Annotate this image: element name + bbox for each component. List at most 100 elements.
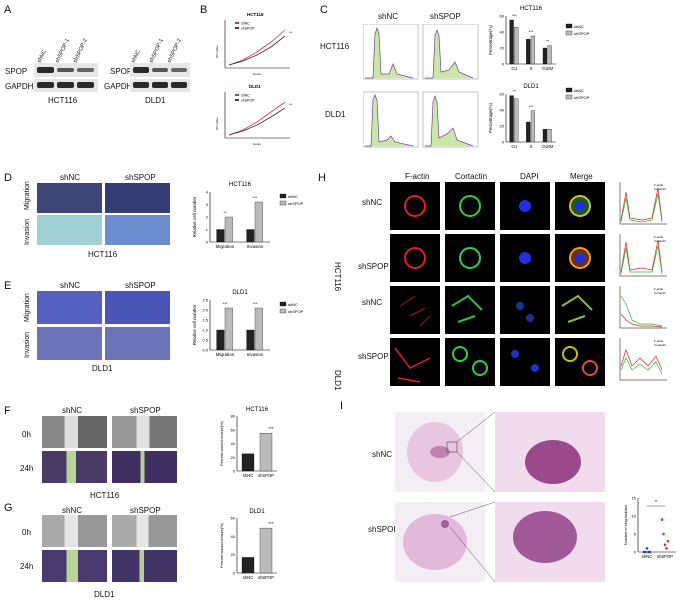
svg-text:**: ** [289, 30, 293, 35]
micrograph [37, 215, 102, 245]
bar [246, 229, 255, 243]
legend-swatch [235, 27, 239, 29]
svg-text:Cortactin: Cortactin [654, 291, 666, 295]
row-label: 0h [22, 528, 31, 537]
micrograph [42, 416, 107, 448]
x-tick-label: Invasion [247, 352, 264, 357]
row-label: Migration [24, 181, 31, 210]
profile-hct116-shnc: F-actin Cortactin [619, 182, 667, 225]
row-label: Invasion [24, 218, 31, 245]
confocal-grid [390, 182, 605, 386]
x-tick-label: S [529, 66, 532, 71]
x-axis-label: Hours [253, 72, 262, 76]
row-label: shSPOP [358, 352, 389, 361]
y-tick-label: 40 [231, 441, 236, 446]
significance-label: *** [268, 521, 274, 526]
row-label: Migration [24, 293, 31, 322]
y-tick-label: 1.5 [202, 318, 208, 323]
svg-text:Cortactin: Cortactin [654, 343, 666, 347]
histogram-dld1-shnc [363, 91, 419, 148]
histology-images [395, 412, 605, 582]
y-tick-label: 60 [500, 92, 505, 97]
x-tick-label: shSPOP [258, 473, 274, 478]
row-label: 24h [20, 562, 34, 571]
y-tick-label: 0 [206, 240, 209, 245]
x-tick-label: shNC [243, 473, 253, 478]
lane-label: shNC [130, 48, 142, 64]
panel-label-b: B [200, 4, 208, 16]
x-tick-label: shSPOP [258, 575, 274, 580]
chart-wound-dld1: DLD1 0 20 40 60 Percent wound closure(%) shNC s… [220, 509, 277, 580]
y-tick-label: 60 [231, 427, 236, 432]
significance-label: ** [513, 89, 517, 94]
significance-label: *** [268, 426, 274, 431]
significance-label: *** [253, 195, 258, 200]
data-point [648, 550, 652, 554]
histogram-hct116-shspop [422, 24, 479, 80]
column-label: Merge [570, 172, 593, 181]
bar [259, 527, 273, 574]
chart-lung-nodules: 0 5 10 15 Number of lung nodules shNC shSPOP * [624, 496, 676, 559]
panel-label-a: A [4, 4, 12, 16]
intensity-profiles: F-actin Cortactin F-actin Cortactin F-ac… [619, 182, 667, 381]
legend-swatch [235, 22, 239, 24]
y-tick-label: 20 [500, 46, 505, 51]
chart-transwell-hct116: HCT116 0 1 2 3 4 Relative cell number Migration… [192, 182, 304, 249]
data-point [662, 532, 665, 536]
y-tick-label: 60 [231, 516, 236, 521]
bar [542, 47, 548, 65]
column-label: shNC [378, 12, 399, 21]
column-label: shNC [60, 281, 81, 290]
y-tick-label: 40 [231, 534, 236, 539]
y-tick-label: 0.5 [202, 338, 208, 343]
legend-swatch [565, 87, 573, 93]
row-label: shNC [372, 450, 393, 459]
panel-label-e: E [4, 280, 12, 292]
legend-label: shSPOP [288, 309, 304, 314]
micrograph [112, 515, 177, 547]
y-tick-label: 40 [500, 108, 505, 113]
y-tick-label: 0 [502, 140, 505, 145]
svg-text:shSPOP: shSPOP [241, 99, 255, 103]
micrograph [112, 416, 177, 448]
row-label: 0h [22, 430, 31, 439]
chart-title: DLD1 [523, 84, 539, 90]
y-axis-label: Number of lung nodules [624, 505, 628, 545]
panel-label-i: I [340, 400, 344, 412]
y-tick-label: 0.0 [202, 348, 208, 353]
y-tick-label: 5 [634, 532, 637, 537]
bar [224, 216, 233, 243]
bar [530, 110, 536, 143]
significance-label: *** [512, 13, 517, 18]
chart-title: DLD1 [249, 84, 261, 89]
significance-label: *** [529, 104, 534, 109]
row-label: DLD1 [325, 110, 346, 119]
y-tick-label: 20 [231, 455, 236, 460]
legend-label: shSPOP [241, 27, 255, 31]
panel-label-d: D [4, 172, 12, 184]
legend-label: shNC [288, 302, 298, 307]
micrograph [37, 327, 102, 360]
svg-text:Cortactin: Cortactin [654, 239, 666, 243]
column-label: F-actin [405, 172, 430, 181]
cell-label: DLD1 [145, 96, 166, 105]
y-tick-label: 0 [634, 550, 637, 555]
column-label: shSPOP [125, 281, 156, 290]
series-line-shnc [228, 35, 286, 66]
panel-label-g: G [4, 502, 13, 514]
cell-label: HCT116 [88, 250, 118, 259]
legend-swatch [279, 200, 287, 206]
data-point [644, 550, 647, 554]
data-point [663, 543, 667, 547]
data-point [665, 547, 668, 550]
cell-label: DLD1 [94, 590, 115, 599]
significance-label: *** [253, 301, 258, 306]
chart-title: HCT116 [246, 407, 269, 413]
legend-swatch [565, 23, 573, 29]
y-axis-label: OD Value [215, 45, 219, 58]
group-label: DLD1 [333, 370, 342, 391]
chart-wound-hct116: HCT116 0 20 40 60 80 Percent wound closure(%) s… [220, 407, 277, 478]
y-tick-label: 1 [206, 227, 209, 232]
micrograph [112, 550, 177, 582]
y-tick-label: 2.0 [202, 308, 208, 313]
